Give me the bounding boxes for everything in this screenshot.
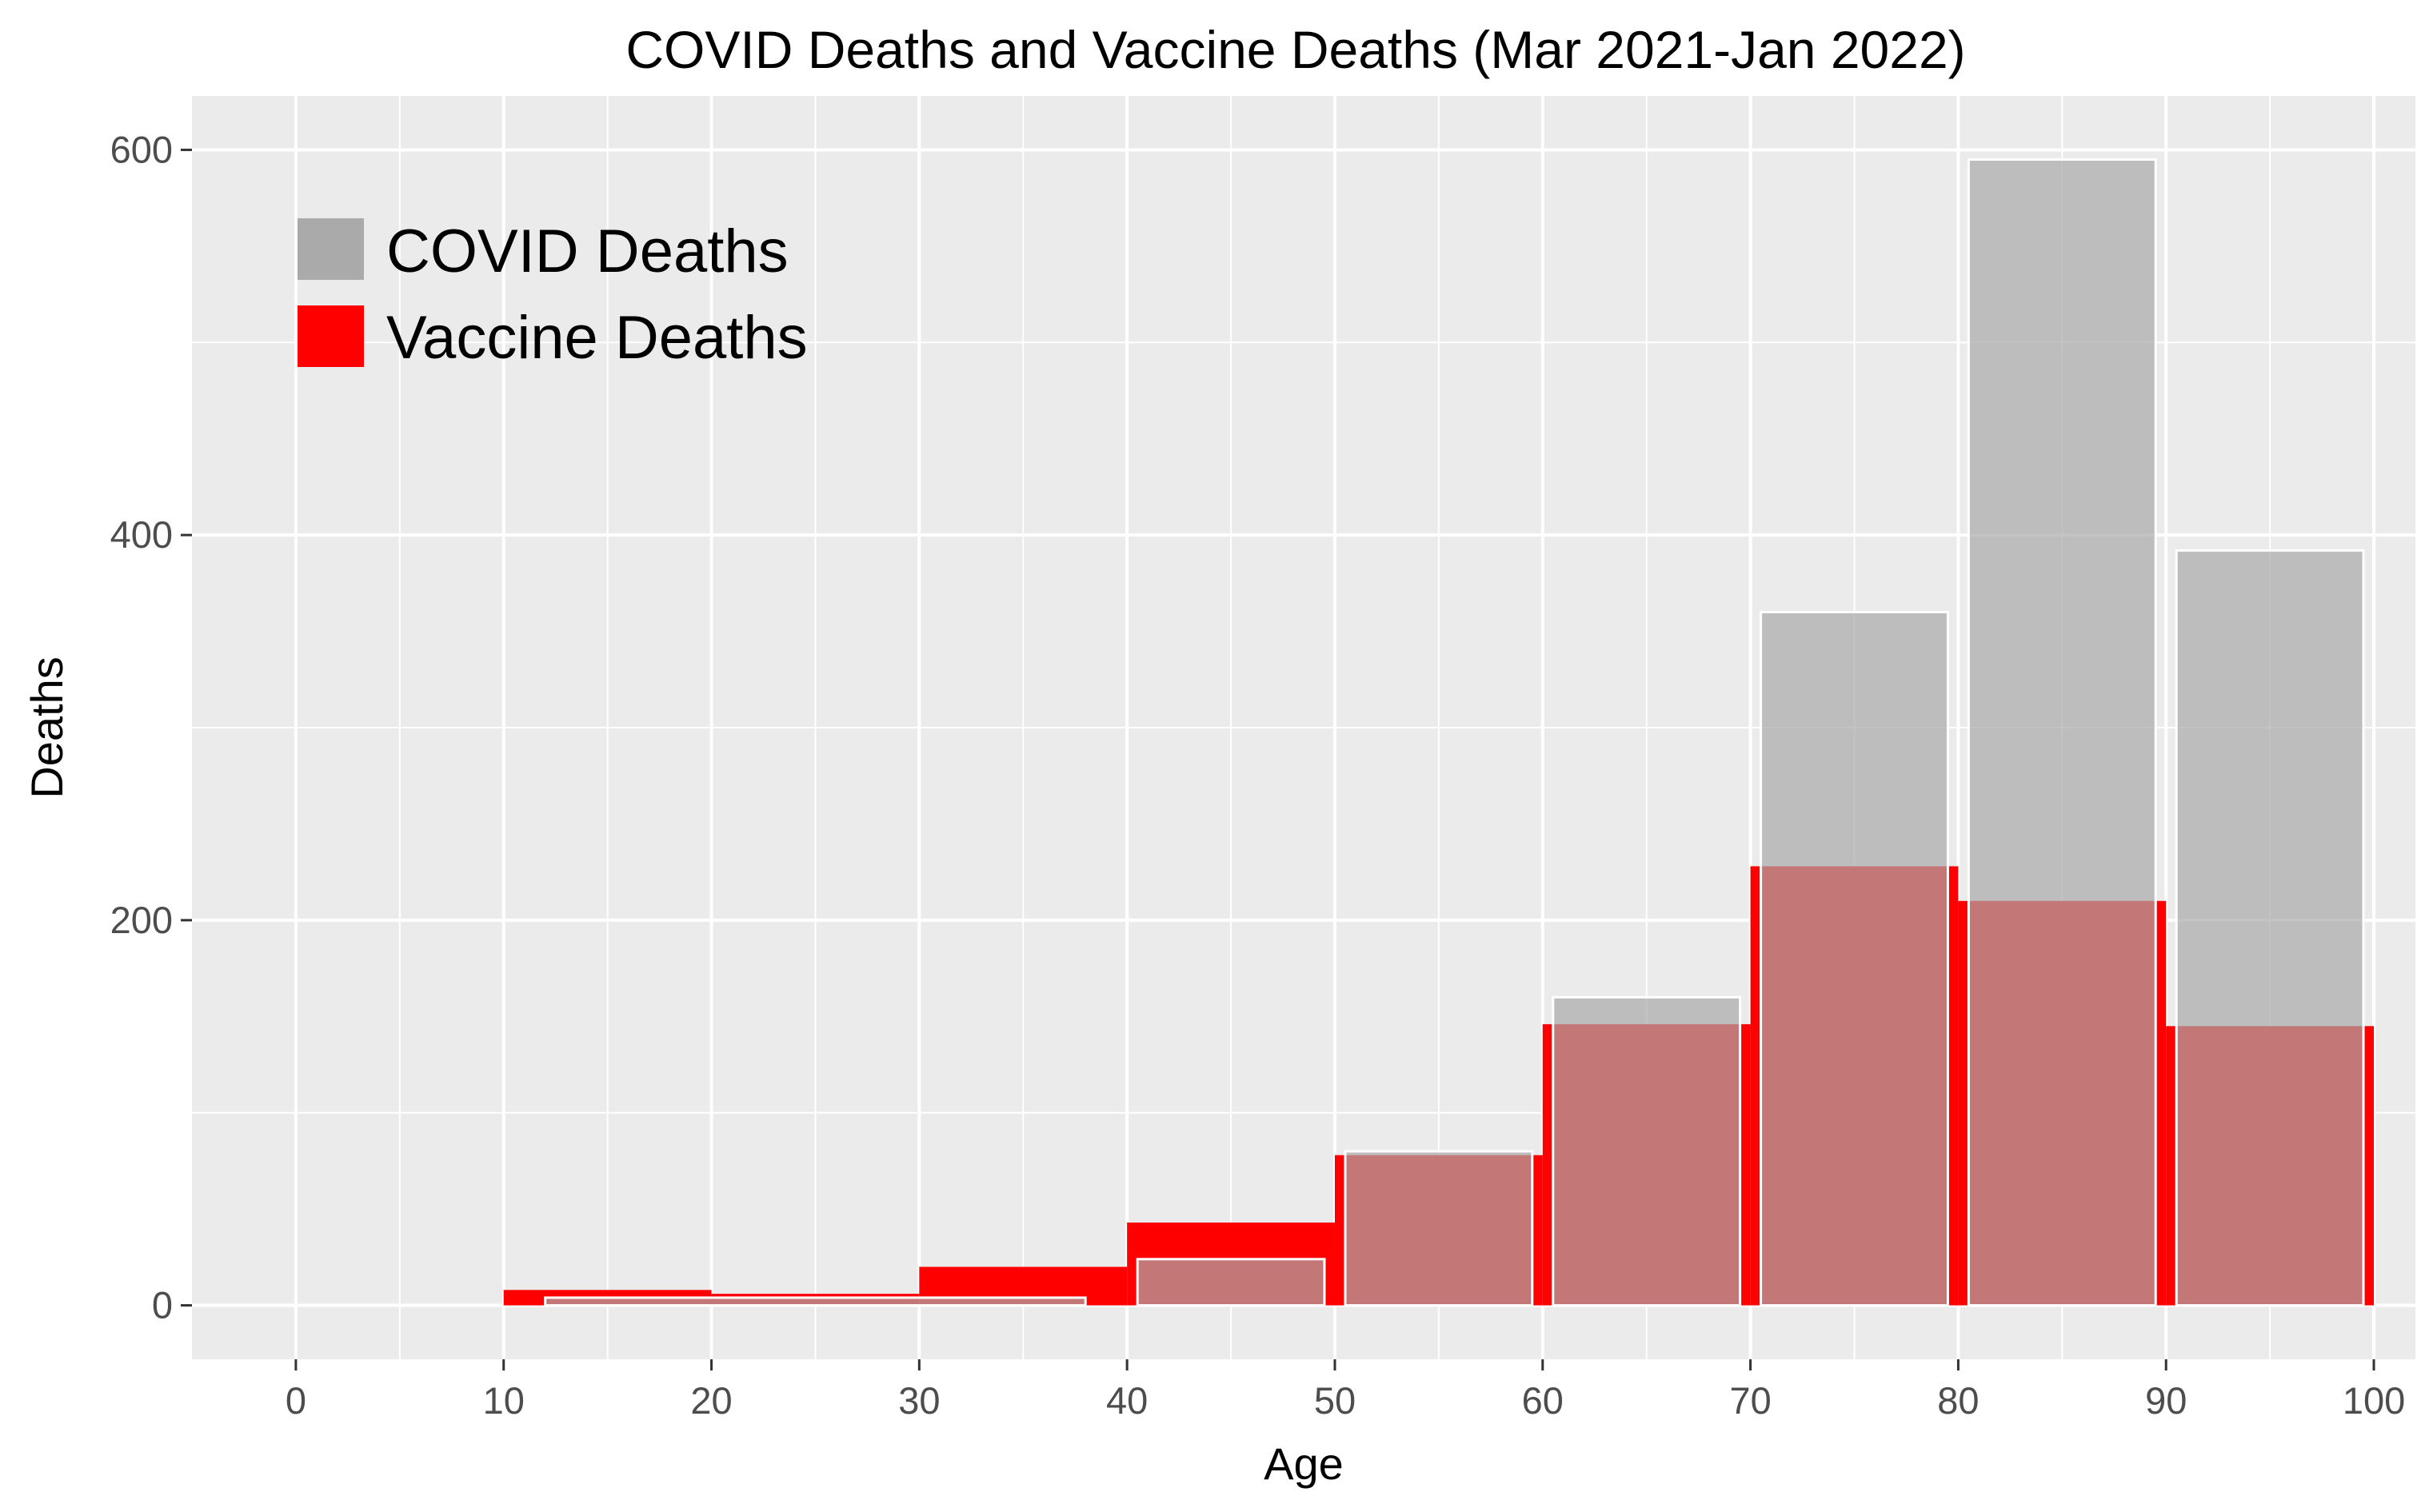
covid-deaths-bar <box>1136 1258 1326 1307</box>
x-tick-label: 80 <box>1937 1379 1979 1422</box>
y-tick-label: 200 <box>110 899 173 941</box>
y-axis: 0 200 400 600 <box>110 128 192 1326</box>
covid-deaths-bar <box>1760 610 1949 1307</box>
legend-label-covid: COVID Deaths <box>386 217 789 285</box>
covid-deaths-bar <box>544 1296 1087 1307</box>
x-tick-label: 20 <box>690 1379 732 1422</box>
covid-deaths-bar <box>2175 549 2365 1307</box>
y-tick-label: 400 <box>110 513 173 556</box>
x-tick-label: 90 <box>2145 1379 2187 1422</box>
y-tick-label: 600 <box>110 128 173 170</box>
covid-deaths-bar <box>1344 1150 1534 1307</box>
chart-title: COVID Deaths and Vaccine Deaths (Mar 202… <box>625 20 1965 79</box>
legend: COVID Deaths Vaccine Deaths <box>298 217 808 372</box>
x-tick-label: 0 <box>286 1379 306 1422</box>
covid-deaths-bars <box>544 158 2365 1307</box>
covid-deaths-bar <box>1967 158 2157 1307</box>
y-axis-title: Deaths <box>22 656 72 798</box>
x-axis-title: Age <box>1264 1438 1344 1489</box>
x-tick-label: 70 <box>1729 1379 1771 1422</box>
x-tick-label: 100 <box>2343 1379 2405 1422</box>
x-tick-label: 50 <box>1314 1379 1356 1422</box>
x-tick-label: 60 <box>1522 1379 1564 1422</box>
legend-key-covid <box>298 218 364 280</box>
legend-label-vaccine: Vaccine Deaths <box>386 304 808 372</box>
y-tick-label: 0 <box>152 1284 173 1326</box>
covid-deaths-bar <box>1552 995 1742 1307</box>
legend-key-vaccine <box>298 305 364 367</box>
x-tick-label: 30 <box>898 1379 940 1422</box>
x-tick-label: 40 <box>1106 1379 1148 1422</box>
x-tick-label: 10 <box>483 1379 525 1422</box>
x-axis: 0 10 20 30 40 50 60 70 80 90 100 <box>286 1359 2405 1422</box>
